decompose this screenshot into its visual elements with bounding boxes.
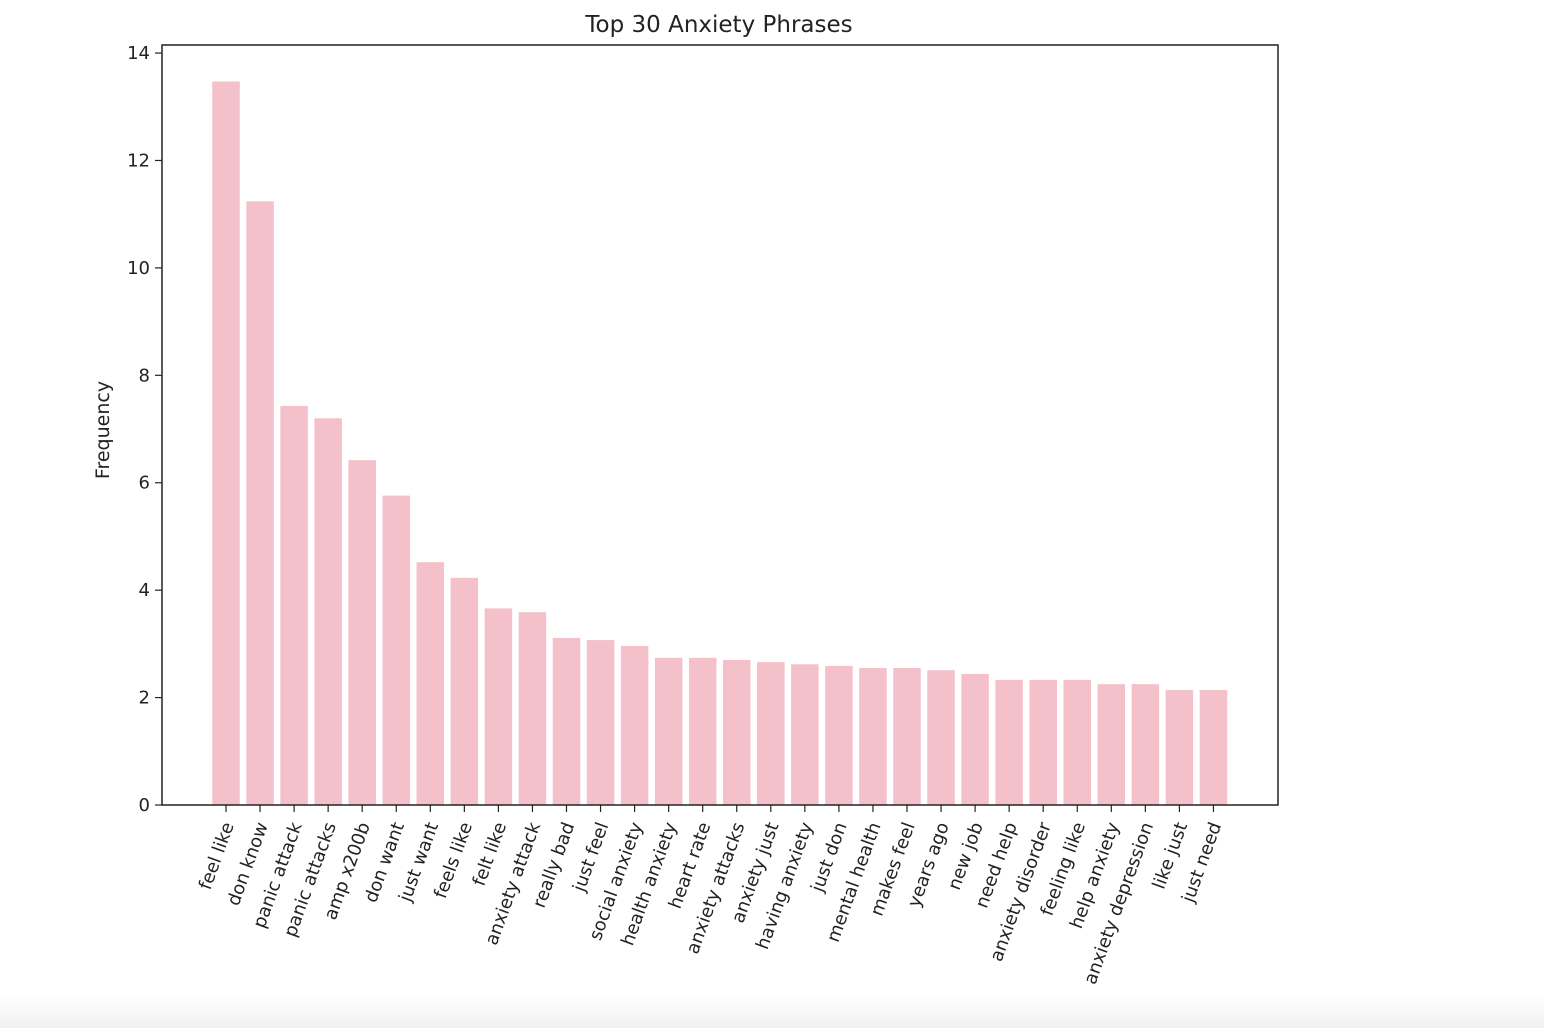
bar-like-just	[1165, 690, 1194, 805]
bar-having-anxiety	[791, 664, 819, 805]
bar-anxiety-attacks	[723, 659, 751, 805]
bar-mental-health	[859, 668, 887, 805]
bar-feel-like	[212, 81, 240, 805]
bar-makes-feel	[893, 668, 921, 805]
bar-anxiety-depression	[1131, 684, 1160, 805]
y-tick-label: 8	[139, 365, 150, 386]
bar-heart-rate	[688, 657, 717, 805]
bar-just-need	[1199, 690, 1228, 805]
y-tick-label: 4	[139, 580, 150, 601]
plot-frame	[161, 44, 1279, 806]
bar-anxiety-attack	[518, 612, 547, 805]
bar-don-know	[246, 201, 274, 806]
bar-health-anxiety	[654, 657, 683, 805]
y-tick-label: 12	[127, 150, 150, 171]
y-tick-label: 2	[139, 688, 150, 709]
bar-new-job	[961, 673, 989, 805]
bar-feels-like	[450, 577, 479, 805]
bottom-strip	[0, 994, 1544, 1028]
bar-help-anxiety	[1097, 684, 1126, 805]
chart-title: Top 30 Anxiety Phrases	[584, 12, 852, 38]
bar-feeling-like	[1063, 679, 1091, 805]
bar-just-don	[825, 665, 853, 805]
bar-anxiety-disorder	[1029, 679, 1057, 805]
bar-years-ago	[927, 670, 955, 805]
bar-felt-like	[484, 608, 513, 805]
bar-panic-attacks	[314, 418, 342, 805]
bar-panic-attack	[280, 405, 308, 805]
bar-don-want	[382, 495, 410, 805]
bar-just-want	[416, 562, 445, 805]
bar-anxiety-just	[757, 662, 785, 805]
bar-need-help	[995, 679, 1023, 805]
y-axis-label: Frequency	[92, 381, 114, 479]
bar-social-anxiety	[620, 646, 649, 805]
y-tick-label: 6	[139, 473, 150, 494]
y-axis-ticks: 0 2 4 6 8 10 12 14	[127, 43, 162, 816]
bar-really-bad	[552, 637, 581, 805]
y-tick-label: 10	[127, 258, 150, 279]
bar-just-feel	[586, 640, 615, 805]
bars-group	[212, 81, 1228, 806]
y-tick-label: 14	[127, 43, 150, 64]
y-tick-label: 0	[139, 795, 150, 816]
bar-amp-x200b	[348, 460, 376, 805]
